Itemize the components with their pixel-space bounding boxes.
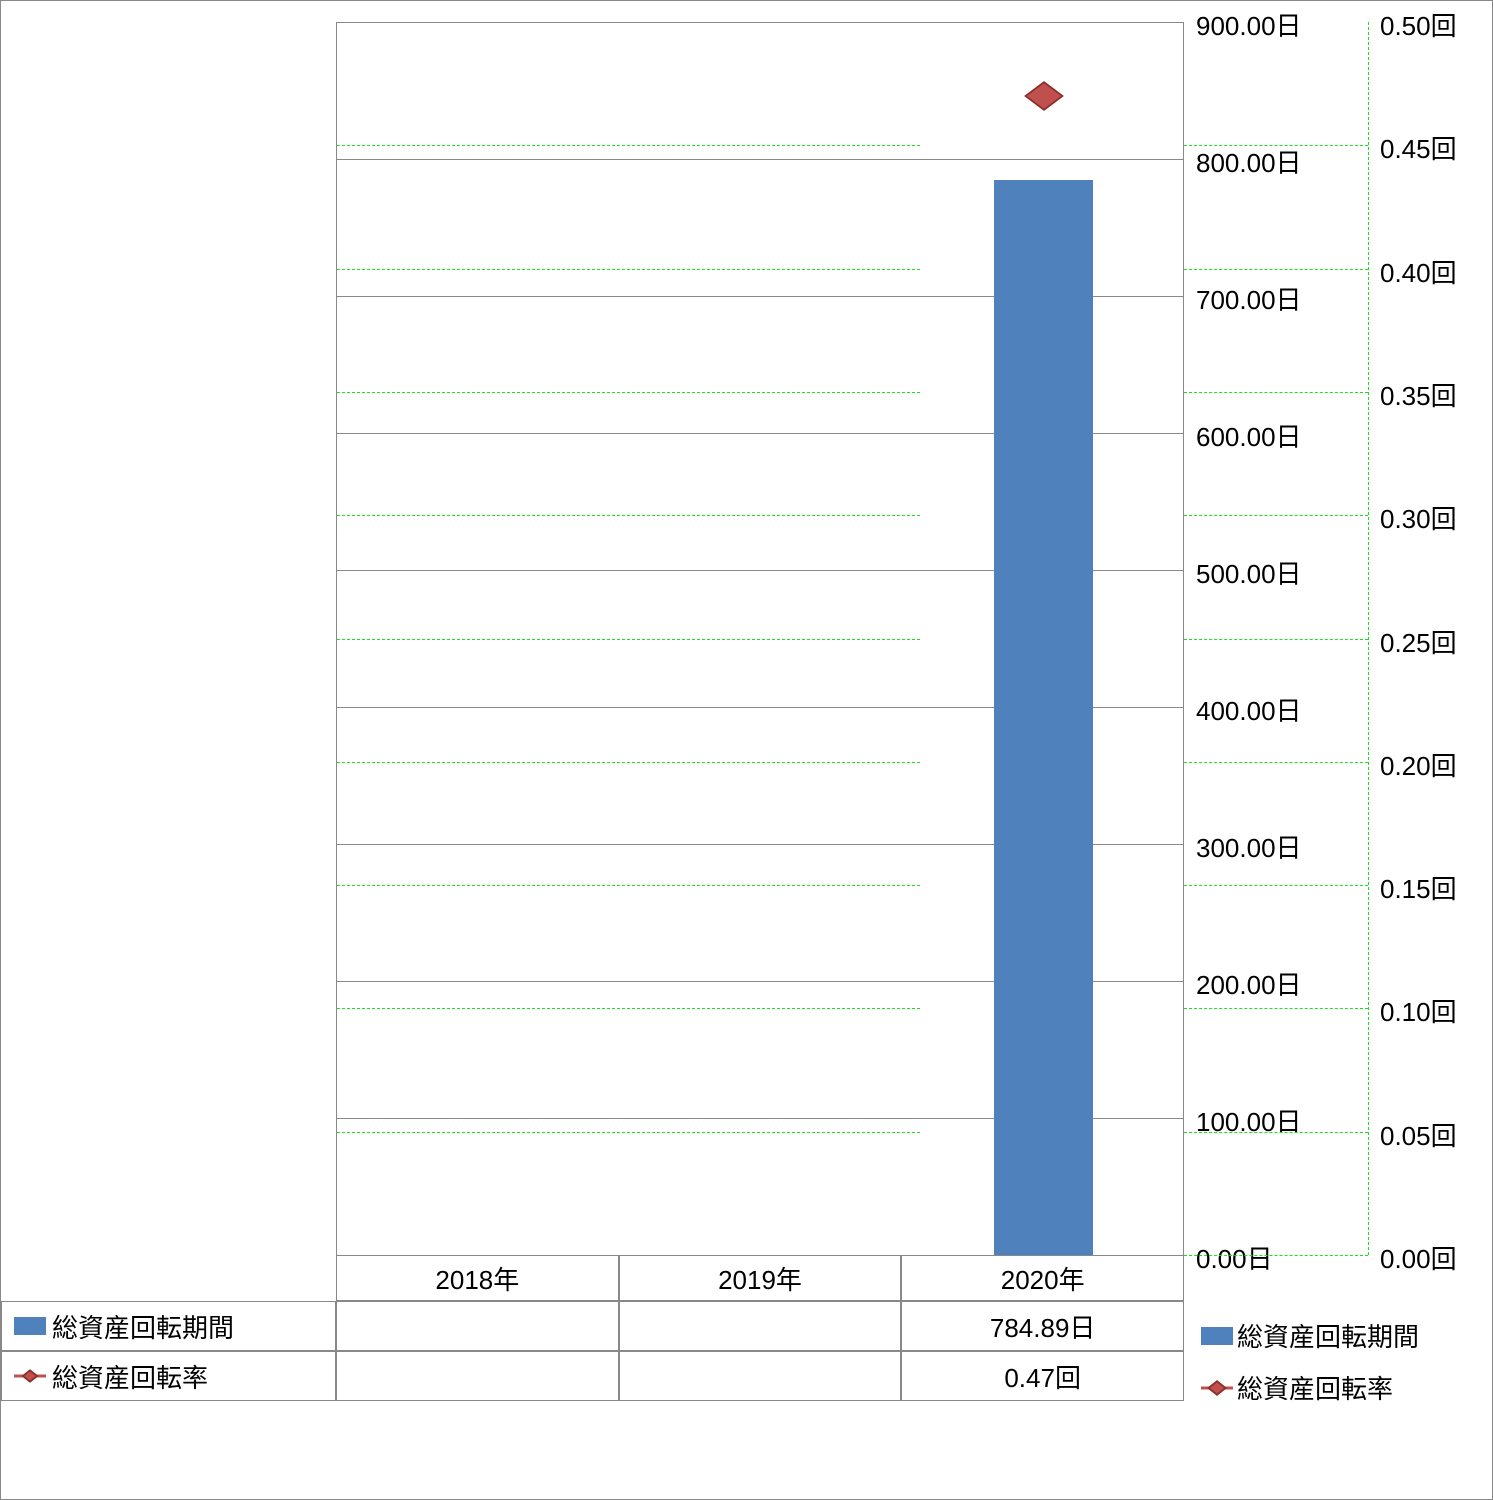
- left-axis-tick-label: 900.00日: [1196, 6, 1316, 43]
- legend-line-label: 総資産回転率: [1237, 1369, 1393, 1406]
- right-axis-tick-label: 0.05回: [1380, 1116, 1457, 1153]
- right-axis-tick-label: 0.20回: [1380, 746, 1457, 783]
- table-row-line-value: [619, 1351, 902, 1401]
- plot-area: [336, 22, 1184, 1255]
- right-gridline: [337, 392, 920, 393]
- left-gridline: [337, 159, 1183, 160]
- left-axis-tick-label: 500.00日: [1196, 554, 1316, 591]
- legend-bar-swatch: [1201, 1327, 1233, 1345]
- right-gridline-ext: [1184, 269, 1368, 270]
- table-row-line-value: 0.47回: [901, 1351, 1184, 1401]
- left-axis-tick-label: 600.00日: [1196, 417, 1316, 454]
- left-axis-tick-label: 700.00日: [1196, 280, 1316, 317]
- right-gridline-ext: [1184, 515, 1368, 516]
- right-gridline: [337, 762, 920, 763]
- left-axis-tick-label: 300.00日: [1196, 828, 1316, 865]
- asset-turnover-chart: 0.00日 100.00日 200.00日 300.00日 400.00日 500.00日…: [0, 0, 1493, 1500]
- right-axis-tick-label: 0.50回: [1380, 6, 1457, 43]
- right-axis-border: [1368, 22, 1369, 1255]
- right-axis-tick-label: 0.40回: [1380, 253, 1457, 290]
- right-axis-tick-label: 0.00回: [1380, 1239, 1457, 1276]
- right-gridline: [337, 885, 920, 886]
- left-gridline: [337, 22, 1183, 23]
- series-bar-name: 総資産回転期間: [52, 1308, 234, 1345]
- legend-bar: 総資産回転期間: [1201, 1317, 1419, 1354]
- left-axis-tick-label: 800.00日: [1196, 143, 1316, 180]
- x-category: 2020年: [901, 1255, 1184, 1301]
- x-category: 2018年: [336, 1255, 619, 1301]
- right-gridline: [337, 515, 920, 516]
- table-row-bar-value: [619, 1301, 902, 1351]
- legend-bar-label: 総資産回転期間: [1237, 1317, 1419, 1354]
- right-axis-tick-label: 0.30回: [1380, 499, 1457, 536]
- legend-diamond-swatch: [1201, 1379, 1233, 1397]
- table-row-bar-value: 784.89日: [901, 1301, 1184, 1351]
- table-row-line-label: 総資産回転率: [1, 1351, 336, 1401]
- right-axis-tick-label: 0.35回: [1380, 376, 1457, 413]
- right-gridline: [337, 639, 920, 640]
- left-axis-tick-label: 0.00日: [1196, 1239, 1316, 1276]
- right-gridline-ext: [1184, 1132, 1368, 1133]
- bar: [994, 180, 1093, 1255]
- legend-line: 総資産回転率: [1201, 1369, 1393, 1406]
- right-axis-tick-label: 0.10回: [1380, 992, 1457, 1029]
- right-gridline: [337, 145, 920, 146]
- series-line-name: 総資産回転率: [52, 1358, 208, 1395]
- right-gridline-ext: [1184, 392, 1368, 393]
- right-axis-tick-label: 0.25回: [1380, 623, 1457, 660]
- right-gridline-ext: [1184, 1255, 1368, 1256]
- left-axis-tick-label: 100.00日: [1196, 1102, 1316, 1139]
- right-gridline-ext: [1184, 762, 1368, 763]
- right-gridline-ext: [1184, 145, 1368, 146]
- table-row-bar-label: 総資産回転期間: [1, 1301, 336, 1351]
- right-gridline-ext: [1184, 639, 1368, 640]
- right-gridline: [337, 1008, 920, 1009]
- table-row-line-value: [336, 1351, 619, 1401]
- right-gridline-ext: [1184, 1008, 1368, 1009]
- right-axis-tick-label: 0.15回: [1380, 869, 1457, 906]
- right-gridline-ext: [1184, 885, 1368, 886]
- x-category: 2019年: [619, 1255, 902, 1301]
- left-axis-tick-label: 200.00日: [1196, 965, 1316, 1002]
- right-axis-tick-label: 0.45回: [1380, 129, 1457, 166]
- left-axis-tick-label: 400.00日: [1196, 691, 1316, 728]
- diamond-marker: [1024, 81, 1064, 111]
- table-row-bar-value: [336, 1301, 619, 1351]
- right-gridline: [337, 269, 920, 270]
- right-gridline: [337, 1132, 920, 1133]
